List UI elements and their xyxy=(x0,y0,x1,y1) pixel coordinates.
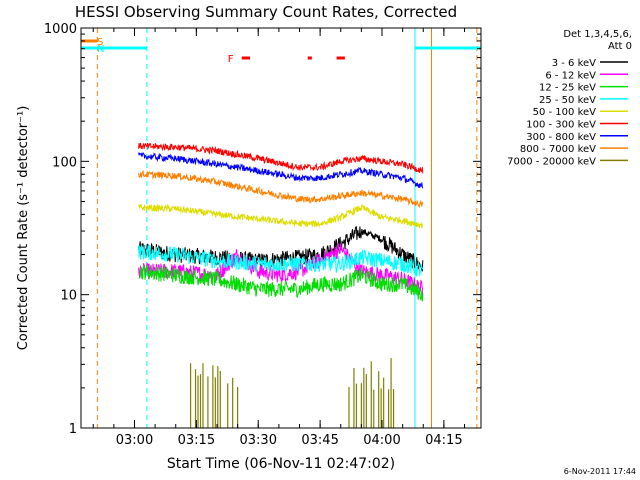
legend-header-0: Det 1,3,4,5,6, xyxy=(563,29,632,40)
series-line-3 xyxy=(138,244,424,278)
legend-label-4: 50 - 100 keV xyxy=(533,107,597,118)
y-tick-label-3: 1000 xyxy=(44,22,77,37)
flag-n-label: N xyxy=(97,44,104,55)
legend-label-0: 3 - 6 keV xyxy=(552,58,596,69)
series-line-6 xyxy=(138,151,424,189)
legend-label-8: 7000 - 20000 keV xyxy=(507,156,596,167)
flag-bars: SN F xyxy=(81,37,481,65)
legend-label-6: 300 - 800 keV xyxy=(526,132,596,143)
flag-f-label: F xyxy=(228,54,234,65)
marker-lines xyxy=(80,28,478,428)
y-tick-label-2: 100 xyxy=(52,155,77,170)
series-line-2 xyxy=(138,264,424,302)
y-tick-label-1: 10 xyxy=(60,289,77,304)
y-axis-label: Corrected Count Rate (s⁻¹ detector⁻¹) xyxy=(16,106,31,351)
particle-bursts xyxy=(189,358,395,428)
legend-label-2: 12 - 25 keV xyxy=(539,83,596,94)
series-lines xyxy=(138,142,424,302)
chart-title: HESSI Observing Summary Count Rates, Cor… xyxy=(75,3,457,21)
legend-label-5: 100 - 300 keV xyxy=(526,120,596,131)
series-line-5 xyxy=(138,142,424,174)
series-line-7 xyxy=(138,169,424,209)
axis-ticks: 03:00 03:15 03:30 03:45 04:00 04:15 1 10 100 1000 xyxy=(44,22,481,448)
x-tick-label-3: 03:45 xyxy=(301,433,338,448)
legend-label-3: 25 - 50 keV xyxy=(539,95,596,106)
x-tick-label-1: 03:15 xyxy=(178,433,215,448)
x-tick-label-2: 03:30 xyxy=(240,433,277,448)
series-line-4 xyxy=(138,203,424,229)
y-tick-label-0: 1 xyxy=(69,422,77,437)
x-tick-label-4: 04:00 xyxy=(363,433,400,448)
footer-date: 6-Nov-2011 17:44 xyxy=(564,467,636,476)
legend-label-7: 800 - 7000 keV xyxy=(520,144,596,155)
legend-header-1: Att 0 xyxy=(608,41,632,52)
x-tick-label-0: 03:00 xyxy=(116,433,153,448)
legend-label-1: 6 - 12 keV xyxy=(545,70,596,81)
x-tick-label-5: 04:15 xyxy=(425,433,462,448)
x-axis-label: Start Time (06-Nov-11 02:47:02) xyxy=(167,456,395,472)
flag-s-label: S xyxy=(97,37,103,48)
plot-frame xyxy=(80,27,482,429)
